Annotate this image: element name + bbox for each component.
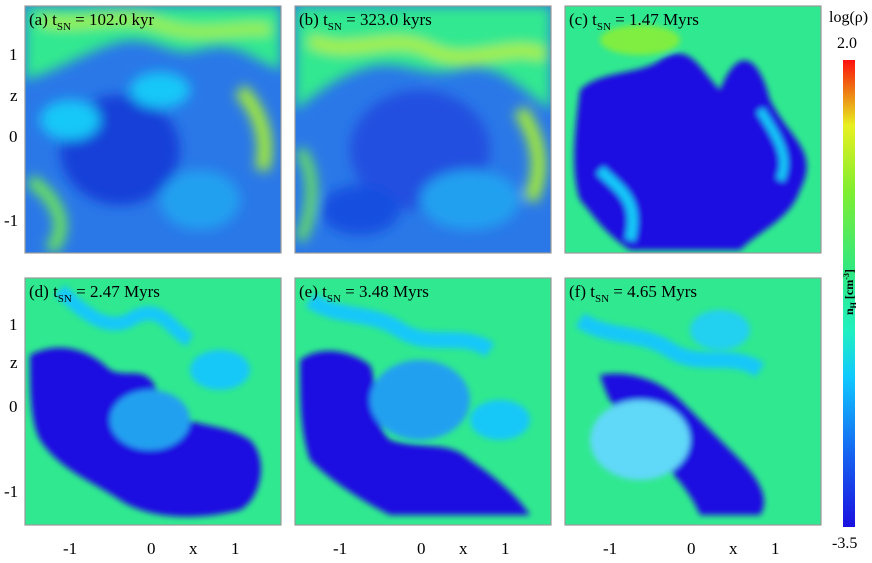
panel-c-image — [565, 6, 821, 253]
x-axis-col-3: -1 0 x 1 — [603, 539, 780, 558]
x-tick-label: -1 — [333, 539, 347, 558]
panel-b: (b) tSN = 323.0 kyrs — [294, 5, 552, 254]
panel-c: (c) tSN = 1.47 Myrs — [564, 5, 822, 254]
x-tick-label: -1 — [63, 539, 77, 558]
z-tick-label: 0 — [9, 397, 18, 416]
z-axis-bottom: 1 z 0 -1 — [4, 315, 18, 501]
panel-a-image — [25, 6, 281, 253]
panel-d: (d) tSN = 2.47 Myrs — [24, 277, 282, 526]
x-axis-label: x — [459, 539, 468, 558]
z-axis-label: z — [10, 86, 18, 105]
x-tick-label: 1 — [501, 539, 510, 558]
x-tick-label: -1 — [603, 539, 617, 558]
x-axis-label: x — [189, 539, 198, 558]
x-tick-label: 0 — [417, 539, 426, 558]
x-axis-label: x — [729, 539, 738, 558]
panel-e-label: (e) tSN = 3.48 Myrs — [299, 282, 429, 305]
colorbar-axis-label: nH [cm-3] — [842, 269, 858, 315]
x-tick-label: 0 — [687, 539, 696, 558]
panel-a-label: (a) tSN = 102.0 kyr — [29, 10, 154, 33]
panel-f: (f) tSN = 4.65 Myrs — [564, 277, 822, 526]
panel-b-image — [295, 6, 551, 253]
z-tick-label: -1 — [4, 482, 18, 501]
panel-d-image — [25, 278, 281, 525]
panel-b-label: (b) tSN = 323.0 kyrs — [299, 10, 432, 33]
z-tick-label: -1 — [4, 211, 18, 230]
z-axis-top: 1 z 0 -1 — [4, 45, 18, 230]
panel-d-label: (d) tSN = 2.47 Myrs — [29, 282, 160, 305]
x-tick-label: 1 — [231, 539, 240, 558]
colorbar-title: log(ρ) — [829, 9, 868, 26]
panel-a: (a) tSN = 102.0 kyr — [24, 5, 282, 254]
panel-c-label: (c) tSN = 1.47 Myrs — [569, 10, 699, 33]
x-axis-col-1: -1 0 x 1 — [63, 539, 240, 558]
x-tick-label: 0 — [147, 539, 156, 558]
z-tick-label: 0 — [9, 127, 18, 146]
colorbar-gradient — [843, 60, 855, 527]
panel-f-image — [565, 278, 821, 525]
z-tick-label: 1 — [9, 45, 18, 64]
z-axis-label: z — [10, 353, 18, 372]
colorbar-max-label: 2.0 — [837, 35, 857, 52]
panel-e: (e) tSN = 3.48 Myrs — [294, 277, 552, 526]
x-tick-label: 1 — [771, 539, 780, 558]
colorbar: log(ρ) 2.0 -3.5 nH [cm-3] — [829, 9, 868, 552]
x-axis-col-2: -1 0 x 1 — [333, 539, 510, 558]
colorbar-min-label: -3.5 — [832, 535, 857, 552]
z-tick-label: 1 — [9, 315, 18, 334]
panel-f-label: (f) tSN = 4.65 Myrs — [569, 282, 697, 305]
panel-e-image — [295, 278, 551, 525]
